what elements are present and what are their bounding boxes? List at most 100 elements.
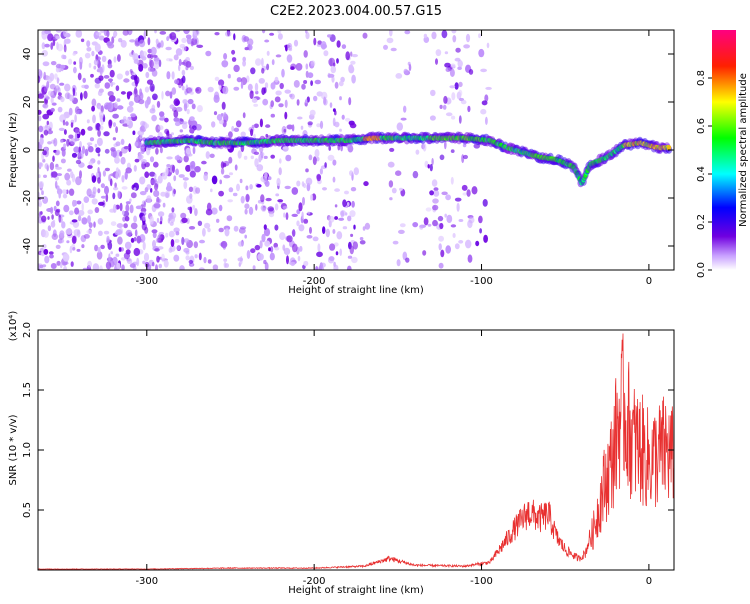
noise-speckle: [73, 61, 77, 65]
noise-speckle: [286, 54, 293, 63]
noise-speckle: [429, 115, 436, 121]
noise-speckle: [183, 155, 189, 163]
noise-speckle: [242, 112, 246, 119]
noise-speckle: [154, 183, 159, 191]
noise-speckle: [223, 112, 227, 117]
noise-speckle: [63, 44, 67, 53]
noise-speckle: [261, 87, 266, 95]
noise-speckle: [203, 173, 208, 181]
noise-speckle: [117, 236, 123, 245]
noise-speckle: [72, 52, 76, 56]
noise-speckle: [301, 83, 306, 90]
noise-speckle: [112, 113, 119, 119]
noise-speckle: [50, 97, 54, 104]
noise-speckle: [228, 187, 234, 193]
noise-speckle: [171, 87, 177, 95]
noise-speckle: [181, 236, 185, 246]
noise-speckle: [138, 152, 142, 161]
noise-speckle: [182, 99, 188, 104]
noise-speckle: [222, 85, 229, 95]
noise-speckle: [158, 59, 162, 68]
noise-speckle: [118, 38, 123, 43]
noise-speckle: [144, 99, 149, 109]
noise-speckle: [446, 214, 453, 224]
noise-speckle: [316, 91, 323, 97]
noise-speckle: [44, 125, 51, 131]
noise-speckle: [165, 185, 173, 192]
noise-speckle: [263, 224, 267, 230]
noise-speckle: [242, 60, 247, 67]
noise-speckle: [275, 54, 282, 58]
noise-speckle: [143, 30, 147, 40]
noise-speckle: [41, 42, 46, 50]
noise-speckle: [113, 56, 117, 63]
noise-speckle: [86, 142, 93, 146]
noise-speckle: [233, 33, 236, 41]
noise-speckle: [150, 188, 153, 193]
noise-speckle: [125, 229, 133, 237]
noise-speckle: [395, 73, 403, 79]
noise-speckle: [298, 202, 303, 212]
noise-speckle: [277, 199, 284, 203]
noise-speckle: [432, 219, 438, 227]
noise-speckle: [197, 220, 203, 226]
noise-speckle: [465, 239, 472, 249]
noise-speckle: [444, 213, 448, 218]
noise-speckle: [306, 235, 313, 239]
noise-speckle: [133, 237, 137, 242]
noise-speckle: [216, 114, 223, 121]
noise-speckle: [327, 34, 332, 38]
noise-speckle: [292, 229, 296, 237]
noise-speckle: [191, 103, 196, 110]
noise-speckle: [485, 116, 488, 125]
noise-speckle: [291, 213, 298, 217]
noise-speckle: [296, 220, 300, 227]
noise-speckle: [305, 177, 313, 186]
noise-speckle: [351, 200, 355, 208]
noise-speckle: [152, 231, 157, 239]
noise-speckle: [169, 244, 176, 252]
noise-speckle: [223, 258, 228, 262]
noise-speckle: [71, 152, 78, 158]
noise-speckle: [57, 78, 60, 82]
noise-speckle: [55, 149, 61, 156]
noise-speckle: [62, 253, 70, 262]
noise-speckle: [194, 166, 201, 173]
spectrogram-y-label: Frequency (Hz): [8, 112, 19, 188]
noise-speckle: [140, 146, 145, 155]
noise-speckle: [261, 30, 266, 34]
noise-speckle: [121, 186, 128, 190]
noise-speckle: [86, 229, 92, 234]
noise-speckle: [237, 257, 244, 262]
noise-speckle: [52, 155, 55, 162]
noise-speckle: [142, 215, 146, 222]
noise-speckle: [115, 141, 121, 147]
noise-speckle: [312, 236, 319, 242]
noise-speckle: [134, 86, 138, 95]
noise-speckle: [80, 92, 83, 101]
noise-speckle: [351, 54, 358, 58]
noise-speckle: [130, 222, 138, 230]
noise-speckle: [430, 89, 436, 97]
noise-speckle: [59, 262, 63, 269]
noise-speckle: [81, 244, 85, 249]
spectrogram-noise: [38, 30, 492, 270]
noise-speckle: [392, 240, 399, 245]
noise-speckle: [130, 237, 135, 243]
noise-speckle: [61, 54, 66, 60]
colorbar-tick-label: 0.0: [696, 262, 707, 278]
noise-speckle: [296, 180, 301, 187]
noise-speckle: [44, 30, 51, 35]
noise-speckle: [94, 77, 102, 84]
noise-speckle: [66, 240, 70, 244]
noise-speckle: [155, 264, 158, 270]
noise-speckle: [449, 68, 455, 78]
noise-speckle: [46, 208, 53, 212]
noise-speckle: [181, 75, 186, 84]
noise-speckle: [104, 82, 111, 89]
noise-speckle: [263, 155, 268, 159]
noise-speckle: [334, 204, 338, 208]
noise-speckle: [441, 30, 448, 39]
noise-speckle: [165, 192, 170, 198]
noise-speckle: [153, 60, 160, 70]
